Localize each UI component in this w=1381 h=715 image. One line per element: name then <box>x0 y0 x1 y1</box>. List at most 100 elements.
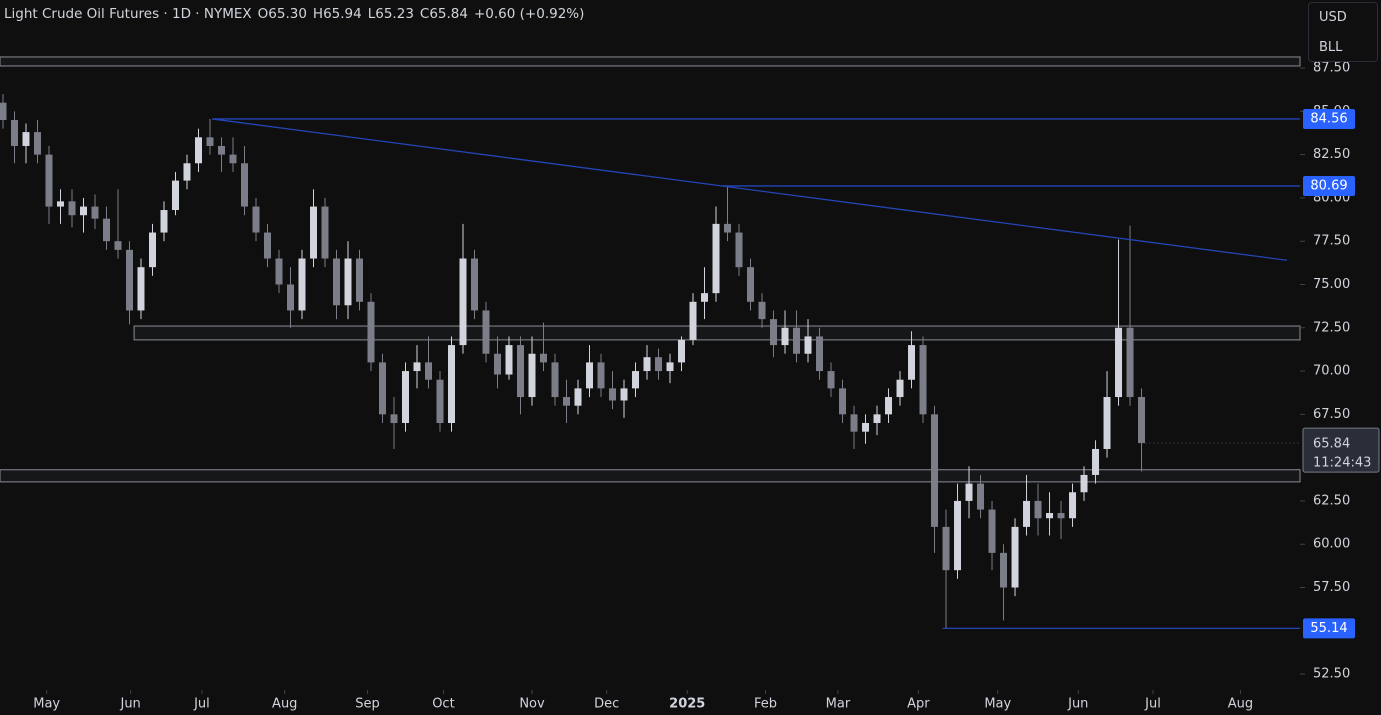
candle-body <box>816 336 824 372</box>
candle-body <box>436 379 444 424</box>
last-price-tag <box>1302 427 1380 473</box>
unit[interactable]: BLL <box>1319 40 1343 55</box>
x-tick-label: Jun <box>119 697 140 712</box>
y-tick-label: 72.50 <box>1313 320 1350 335</box>
candle-body <box>1011 526 1019 588</box>
candle-body <box>125 249 133 311</box>
candle-body <box>758 301 766 320</box>
x-tick-label: 2025 <box>669 697 705 712</box>
x-tick-label: Feb <box>754 697 777 712</box>
y-tick-label: 82.50 <box>1313 147 1350 162</box>
level-tag <box>1303 175 1355 196</box>
candle-body <box>206 137 214 146</box>
candle-body <box>367 301 375 363</box>
candle-body <box>1057 513 1065 519</box>
header: Light Crude Oil Futures · 1D · NYMEX O65.… <box>4 6 590 22</box>
candle-body <box>701 293 709 302</box>
candle-body <box>1000 552 1008 588</box>
x-tick-label: Sep <box>355 697 380 712</box>
candle-body <box>689 301 697 340</box>
candle-body <box>747 267 755 302</box>
x-tick-label: Mar <box>826 697 851 712</box>
zone <box>0 56 1301 67</box>
candle-body <box>379 362 387 415</box>
candle-body <box>183 163 191 181</box>
candle-body <box>356 258 364 302</box>
candle-body <box>114 241 122 250</box>
candle-body <box>597 362 605 389</box>
ohlc-close: C65.84 <box>419 6 468 22</box>
x-tick-label: May <box>984 697 1011 712</box>
candle-body <box>781 327 789 346</box>
candle-body <box>505 345 513 375</box>
candle-body <box>482 310 490 354</box>
x-tick-label: May <box>33 697 60 712</box>
x-tick-label: Nov <box>519 697 545 712</box>
y-tick-label: 77.50 <box>1313 234 1350 249</box>
title: Light Crude Oil Futures · 1D · NYMEX <box>4 6 252 22</box>
candle-body <box>517 345 525 398</box>
candle-body <box>724 223 732 233</box>
last-price: 65.84 <box>1313 437 1350 452</box>
candle-body <box>194 137 202 164</box>
ohlc-change: +0.60 (+0.92%) <box>473 6 585 22</box>
y-tick-label: 57.50 <box>1313 580 1350 595</box>
level-tag <box>1303 108 1355 129</box>
candle-body <box>896 379 904 398</box>
candle-body <box>655 357 663 372</box>
candle-body <box>908 345 916 380</box>
candle-body <box>390 414 398 424</box>
candle-body <box>240 163 248 207</box>
candle-body <box>620 388 628 401</box>
candle-body <box>402 371 410 424</box>
candle-body <box>839 388 847 415</box>
currency[interactable]: USD <box>1319 10 1347 25</box>
x-tick-label: Aug <box>272 697 297 712</box>
unit-menu[interactable]: USD BLL <box>1308 2 1378 62</box>
candle-body <box>229 154 237 164</box>
candle-body <box>563 397 571 406</box>
candle-body <box>931 414 939 527</box>
y-tick-label: 70.00 <box>1313 364 1350 379</box>
candle-body <box>171 180 179 211</box>
candle-body <box>148 232 156 268</box>
ohlc-high: H65.94 <box>312 6 362 22</box>
level-tag-label: 84.56 <box>1310 111 1347 126</box>
candle-body <box>988 509 996 553</box>
candle-body <box>827 371 835 389</box>
candle-body <box>413 362 421 372</box>
candle-body <box>862 423 870 432</box>
x-tick-label: Aug <box>1228 697 1253 712</box>
candle-body <box>333 258 341 306</box>
candle-body <box>954 500 962 571</box>
x-tick-label: Oct <box>432 697 454 712</box>
candle-body <box>551 362 559 398</box>
candle-body <box>344 258 352 306</box>
candle-body <box>678 339 686 363</box>
candle-body <box>735 232 743 268</box>
candle-body <box>1115 327 1123 398</box>
candle-body <box>850 414 858 432</box>
candle-body <box>1080 474 1088 493</box>
candle-body <box>494 353 502 375</box>
candle-body <box>33 132 41 155</box>
candle-body <box>666 362 674 372</box>
candle-body <box>540 353 548 363</box>
candle-body <box>942 526 950 571</box>
y-tick-label: 75.00 <box>1313 277 1350 292</box>
candle-body <box>793 327 801 354</box>
candle-body <box>102 218 110 242</box>
candle-body <box>1138 397 1146 444</box>
ohlc-low: L65.23 <box>367 6 414 22</box>
candle-body <box>1034 500 1042 519</box>
candle-body <box>885 397 893 415</box>
candle-body <box>252 206 260 233</box>
candle-body <box>45 154 53 207</box>
candle-body <box>586 362 594 389</box>
zone <box>133 325 1301 341</box>
zone <box>0 469 1301 483</box>
candle-body <box>263 232 271 259</box>
candle-body <box>919 345 927 415</box>
